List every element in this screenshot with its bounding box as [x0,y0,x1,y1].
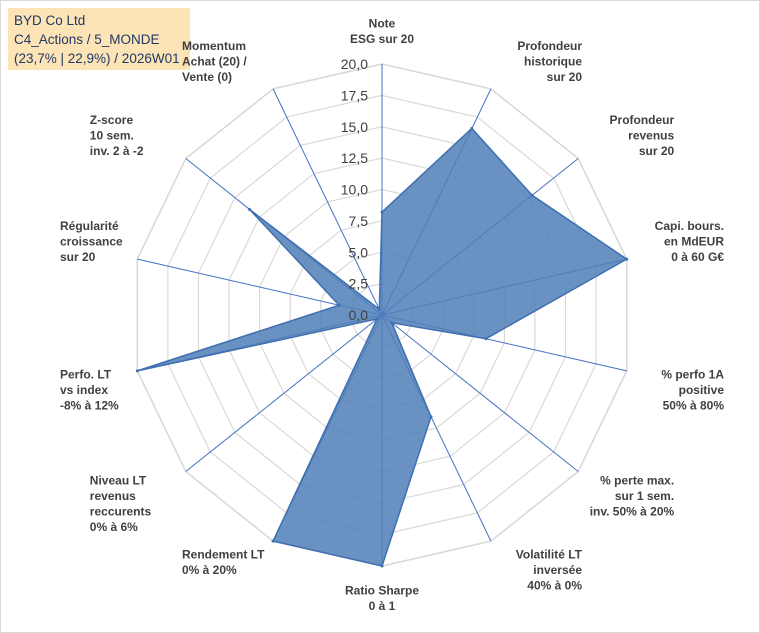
axis-label-line: reccurents [90,505,152,519]
axis-label: % perfo 1A positive 50% à 80% [661,368,724,413]
axis-label-line: Note [369,17,396,31]
axis-label-line: inversée [533,563,582,577]
axis-label-line: 0% à 20% [182,563,237,577]
radar-spoke [381,314,579,472]
axis-label-line: Capi. bours. [655,219,724,233]
performance-week: (23,7% | 22,9%) / 2026W01 [14,51,180,66]
axis-label-line: revenus [90,489,136,503]
axis-label-line: Momentum [182,39,246,53]
series-point [484,337,488,341]
series-point [470,126,474,130]
tick-label: 10,0 [341,182,368,198]
axis-label: Capi. bours. en MdEUR 0 à 60 G€ [655,219,725,264]
axis-label-line: Profondeur [517,39,582,53]
company-name: BYD Co Ltd [14,13,86,28]
axis-label: Rendement LT 0% à 20% [182,547,265,577]
series-point [375,317,379,321]
series-point [380,210,384,214]
radar-tick-labels: 0,0 2,5 5,0 7,5 10,0 12,5 15,0 17,5 20,0 [341,56,368,323]
axis-label-line: 0% à 6% [90,520,138,534]
tick-label: 0,0 [349,307,369,323]
tick-label: 20,0 [341,56,368,72]
axis-label-line: revenus [628,128,674,142]
series-point [530,193,534,197]
axis-label-line: 50% à 80% [663,399,725,413]
axis-label: Profondeur historique sur 20 [517,39,582,84]
axis-label-line: % perte max. [600,474,674,488]
series-point [625,257,629,261]
axis-label-line: Achat (20) / [182,55,247,69]
axis-label-line: 40% à 0% [527,578,582,592]
axis-label-line: positive [679,383,725,397]
radar-spoke [185,314,383,472]
axis-label-line: ESG sur 20 [350,32,414,46]
info-box: BYD Co Ltd C4_Actions / 5_MONDE (23,7% |… [8,8,190,70]
series-point [337,303,341,307]
axis-label: Note ESG sur 20 [350,17,414,47]
tick-label: 15,0 [341,119,368,135]
axis-label: % perte max. sur 1 sem. inv. 50% à 20% [590,474,675,519]
axis-label-line: % perfo 1A [661,368,724,382]
axis-label-line: historique [524,55,582,69]
portfolio-category: C4_Actions / 5_MONDE [14,32,160,47]
tick-label: 17,5 [341,87,368,103]
tick-label: 2,5 [349,276,369,292]
axis-label-line: -8% à 12% [60,399,119,413]
series-point [271,539,275,543]
axis-label-line: croissance [60,235,123,249]
tick-label: 5,0 [349,244,369,260]
axis-label-line: Z-score [90,113,134,127]
axis-label-line: en MdEUR [664,235,724,249]
series-point [377,307,381,311]
series-point [248,207,251,211]
axis-label: Niveau LT revenus reccurents 0% à 6% [90,474,152,535]
axis-label-line: vs index [60,383,108,397]
axis-label: Momentum Achat (20) / Vente (0) [182,39,247,84]
series-point [429,415,433,419]
axis-label-line: 10 sem. [90,128,134,142]
radar-series [135,126,629,568]
series-point [390,321,394,325]
axis-label-line: inv. 50% à 20% [590,505,675,519]
axis-label-line: Régularité [60,219,119,233]
axis-label-line: Ratio Sharpe [345,584,419,598]
axis-label: Perfo. LT vs index -8% à 12% [60,368,119,413]
axis-label-line: inv. 2 à -2 [90,144,144,158]
axis-label: Volatilité LT inversée 40% à 0% [516,547,583,592]
axis-label-line: Rendement LT [182,547,265,561]
axis-label-line: sur 1 sem. [615,489,674,503]
axis-label-line: Vente (0) [182,70,232,84]
axis-label: Régularité croissance sur 20 [60,219,123,264]
axis-label-line: sur 20 [547,70,583,84]
axis-label: Z-score 10 sem. inv. 2 à -2 [90,113,144,158]
tick-label: 12,5 [341,150,368,166]
axis-label-line: Profondeur [610,113,675,127]
series-point [135,369,139,373]
axis-label: Profondeur revenus sur 20 [610,113,675,158]
axis-label-line: Niveau LT [90,474,147,488]
axis-label-line: Perfo. LT [60,368,112,382]
axis-label-line: 0 à 1 [369,599,396,613]
tick-label: 7,5 [349,213,369,229]
series-point [380,564,384,568]
axis-label-line: Volatilité LT [516,547,583,561]
axis-label-line: 0 à 60 G€ [671,250,724,264]
radar-spoke [272,88,383,316]
axis-label-line: sur 20 [60,250,96,264]
axis-label: Ratio Sharpe 0 à 1 [345,584,419,614]
axis-label-line: sur 20 [639,144,675,158]
